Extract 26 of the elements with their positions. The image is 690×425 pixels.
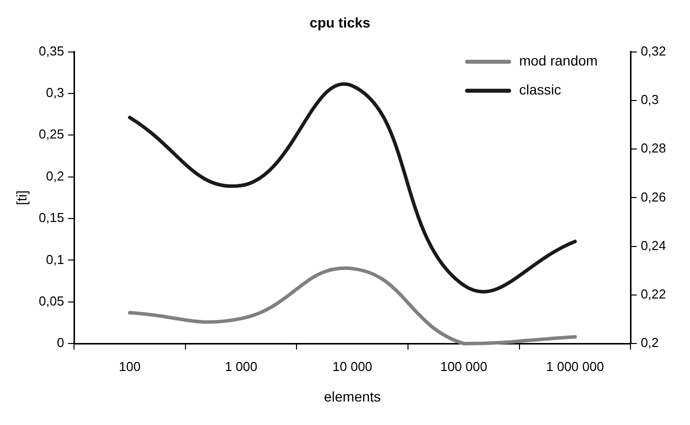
y2-tick-label: 0,22	[640, 286, 666, 302]
y-tick-label: 0,1	[46, 252, 64, 267]
x-axis-title: elements	[324, 388, 381, 404]
y-tick-label: 0,25	[38, 126, 64, 142]
y-axis-title: [ti]	[13, 190, 30, 206]
y2-tick-label: 0,28	[640, 140, 666, 156]
y2-tick-label: 0,32	[640, 43, 666, 58]
chart-title: cpu ticks	[310, 14, 371, 30]
legend-label: mod random	[519, 52, 598, 69]
legend-label: classic	[519, 82, 562, 98]
y-tick-label: 0	[56, 335, 64, 350]
x-tick-label: 100 000	[440, 358, 488, 374]
x-tick-label: 1 000	[224, 358, 258, 374]
y-tick-label: 0,15	[38, 210, 64, 226]
x-tick-label: 1 000 000	[546, 358, 604, 374]
y2-tick-label: 0,24	[640, 238, 666, 253]
y2-tick-label: 0,26	[640, 189, 666, 204]
y-tick-label: 0,05	[38, 293, 64, 308]
y-tick-label: 0,35	[38, 43, 64, 58]
y-tick-label: 0,3	[46, 85, 64, 100]
y2-tick-label: 0,2	[640, 335, 659, 350]
x-tick-label: 10 000	[332, 358, 372, 374]
x-tick-label: 100	[118, 358, 141, 374]
line-series	[128, 266, 577, 346]
y2-tick-label: 0,3	[640, 92, 659, 108]
y-tick-label: 0,2	[46, 168, 64, 184]
